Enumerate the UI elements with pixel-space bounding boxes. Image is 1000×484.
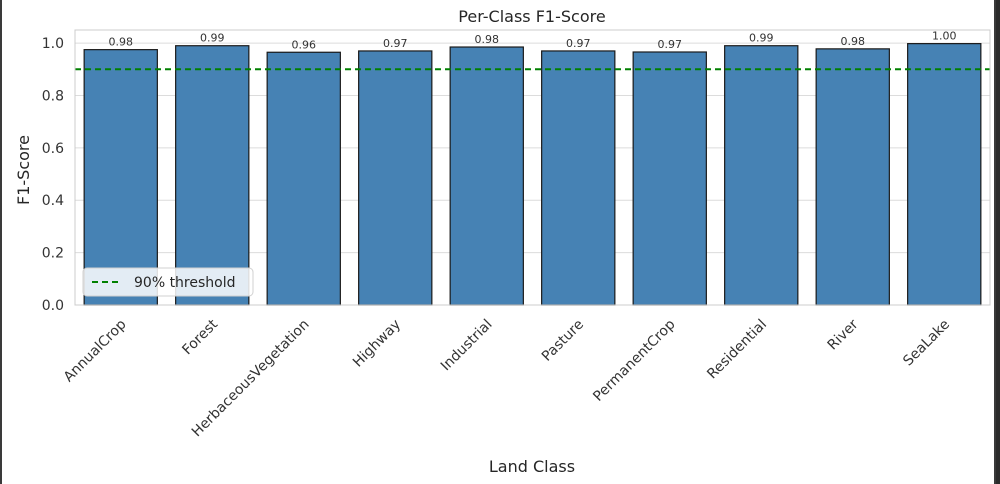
bar (266, 51, 341, 306)
y-tick-label: 0.4 (42, 193, 64, 209)
bar (175, 45, 250, 306)
y-tick-labels: 0.0 0.2 0.4 0.6 0.8 1.0 (42, 36, 64, 314)
bar (815, 48, 890, 306)
x-tick-label: Industrial (438, 317, 496, 375)
data-label: 0.97 (658, 38, 683, 51)
bar (449, 46, 524, 306)
y-tick-label: 0.0 (42, 298, 64, 314)
x-axis-label: Land Class (489, 457, 575, 476)
data-label: 0.98 (109, 36, 134, 49)
y-tick-label: 0.8 (42, 88, 64, 104)
data-label: 0.99 (749, 32, 774, 45)
bar (632, 51, 707, 306)
x-tick-label: Highway (350, 317, 404, 371)
y-tick-label: 0.6 (42, 141, 64, 157)
legend-threshold-label: 90% threshold (134, 275, 236, 291)
data-label: 0.98 (841, 35, 866, 48)
chart-title: Per-Class F1-Score (458, 7, 605, 26)
bar (724, 45, 799, 306)
data-labels: 0.98 0.99 0.96 0.97 0.98 0.97 0.97 0.99 0.98 1.00 (109, 30, 957, 52)
x-tick-label: River (825, 316, 862, 353)
data-label: 0.96 (292, 38, 317, 51)
x-tick-label: Residential (704, 317, 770, 383)
x-tick-label: Pasture (539, 317, 587, 365)
legend-box (82, 267, 254, 297)
data-label: 0.98 (475, 33, 500, 46)
bar (541, 50, 616, 306)
bar (907, 43, 982, 306)
legend: 90% threshold (82, 267, 254, 297)
data-label: 0.99 (200, 32, 225, 45)
y-tick-label: 1.0 (42, 36, 64, 52)
bar (358, 50, 433, 306)
data-label: 0.97 (383, 37, 408, 50)
plot-border (74, 29, 991, 306)
bars (83, 43, 982, 306)
data-label: 0.97 (566, 37, 591, 50)
bar (83, 49, 158, 306)
x-tick-label: SeaLake (900, 317, 953, 370)
x-tick-label: Forest (179, 316, 221, 358)
axes (74, 29, 991, 306)
y-tick-label: 0.2 (42, 246, 64, 262)
x-tick-label: AnnualCrop (61, 316, 130, 385)
data-label: 1.00 (932, 30, 957, 43)
x-tick-label: PermanentCrop (590, 316, 678, 404)
y-axis-label: F1-Score (14, 135, 33, 205)
